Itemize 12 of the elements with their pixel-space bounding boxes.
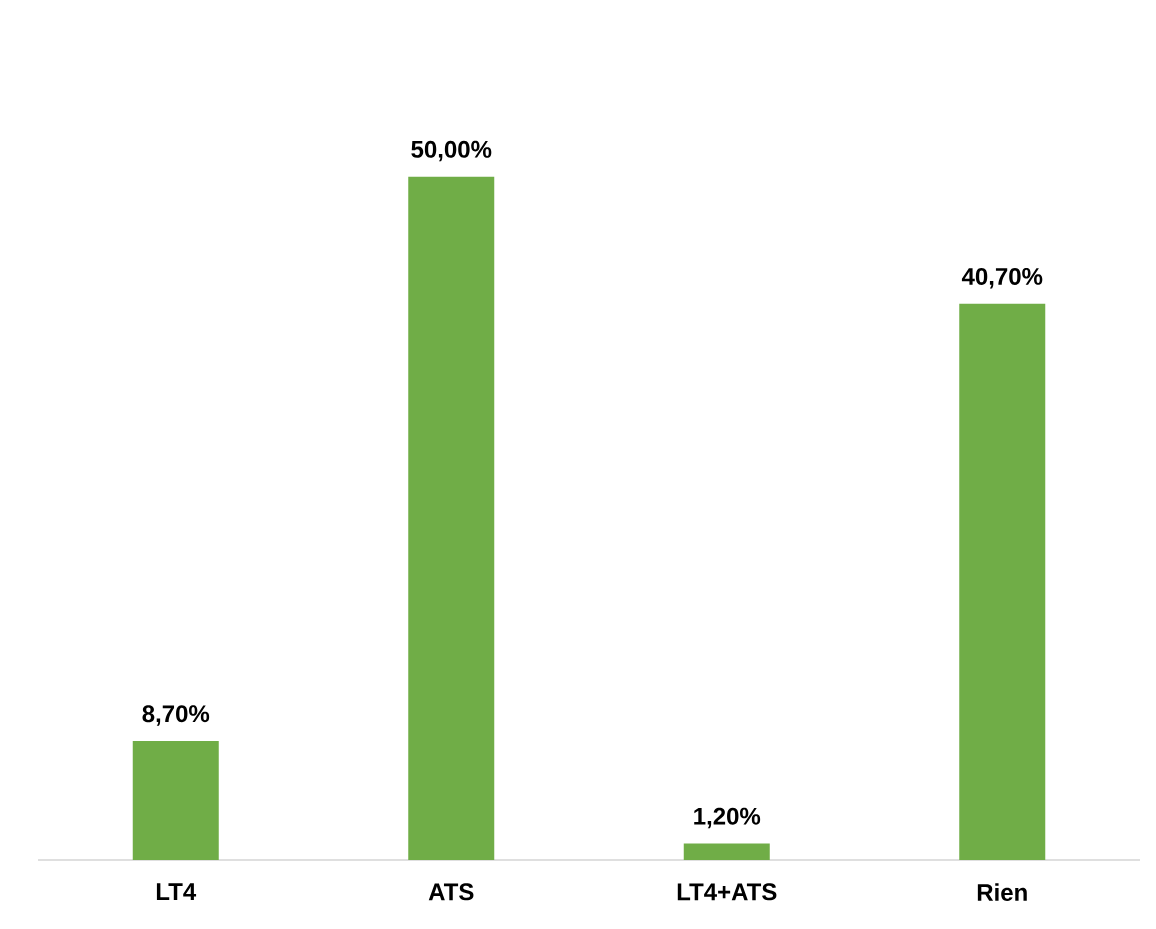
bar [959, 303, 1046, 860]
x-tick-label: LT4+ATS [677, 883, 777, 901]
data-label: 1,20% [694, 807, 761, 829]
bar [408, 176, 495, 860]
data-label: 50,00% [411, 140, 492, 162]
bar [132, 741, 219, 860]
x-tick-label: ATS [428, 883, 474, 901]
data-label: 8,70% [142, 705, 210, 726]
x-tick-label: LT4 [156, 883, 197, 900]
bar [683, 843, 770, 860]
x-tick-label: Rien [977, 883, 1027, 901]
data-label: 40,70% [961, 267, 1043, 289]
